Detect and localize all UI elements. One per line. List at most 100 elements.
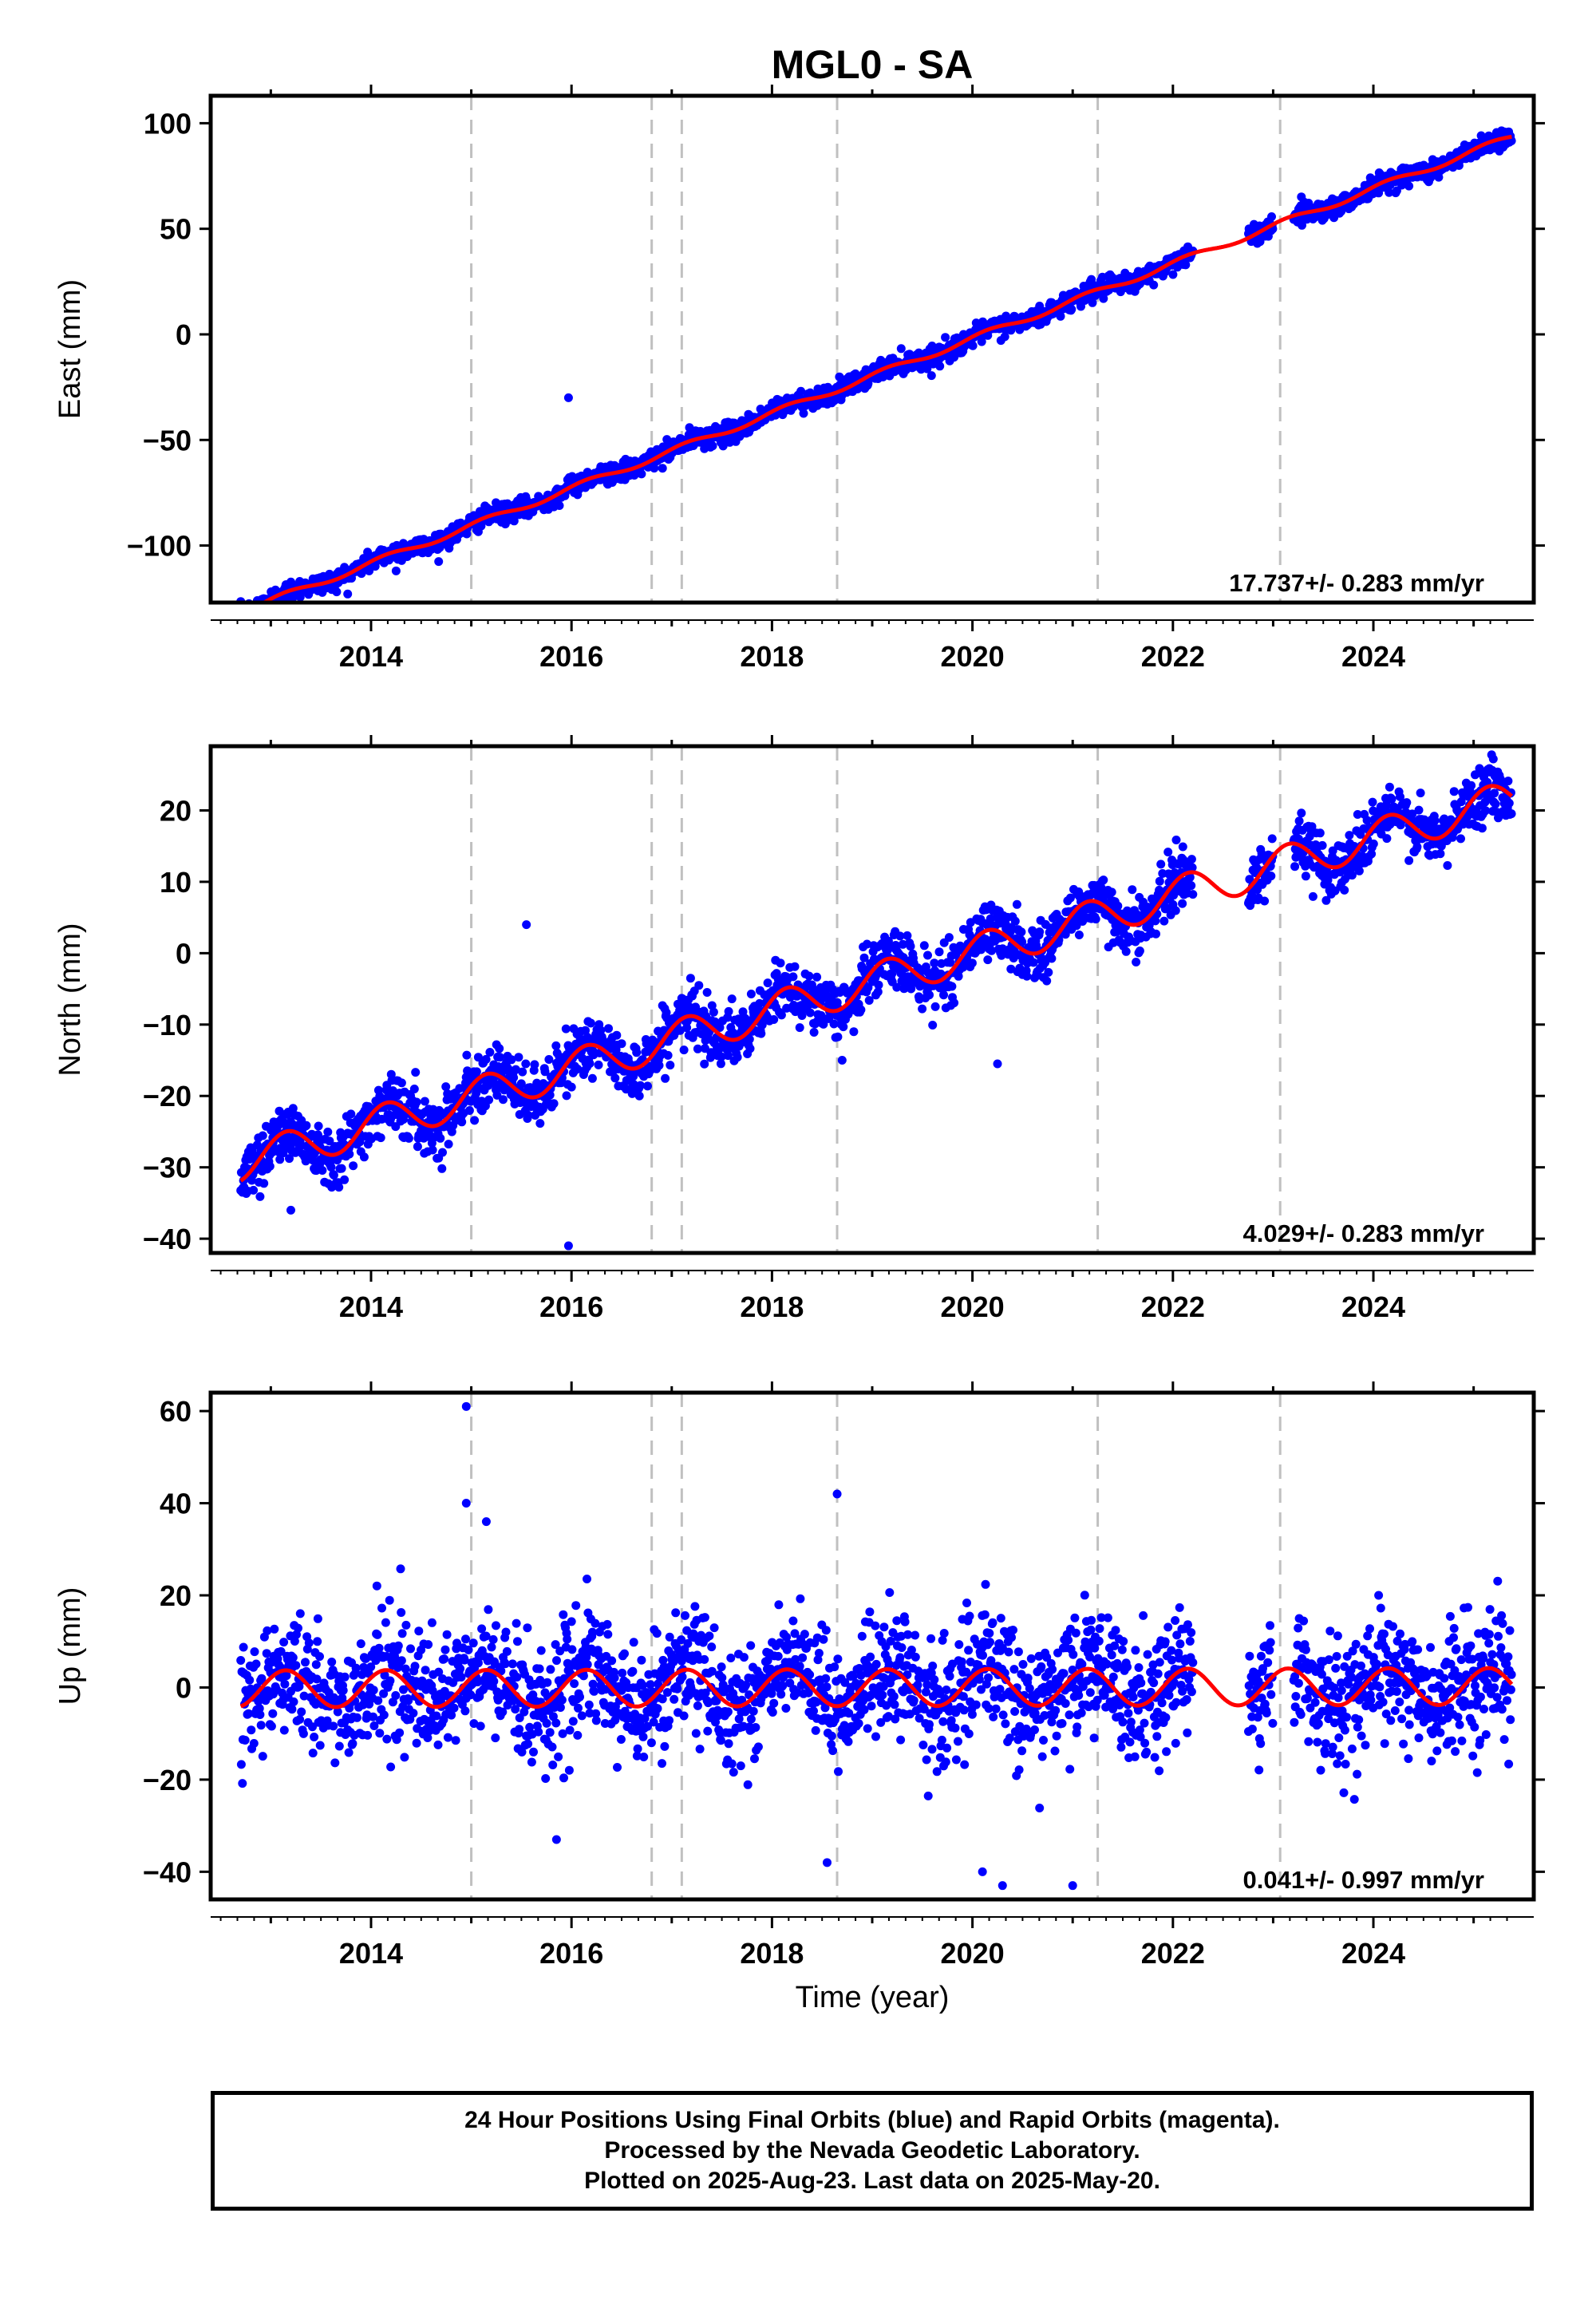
x-tick-label: 2016	[539, 640, 603, 673]
data-point	[1381, 800, 1391, 810]
data-point	[1132, 958, 1141, 966]
data-point	[1113, 901, 1123, 911]
data-point	[481, 1054, 491, 1064]
data-point	[551, 1041, 561, 1050]
data-point	[251, 1659, 261, 1669]
data-point	[596, 1026, 606, 1035]
data-point	[314, 1121, 323, 1131]
data-point	[610, 1073, 620, 1083]
data-point	[251, 606, 259, 615]
data-point	[1006, 964, 1016, 974]
data-point	[369, 1712, 377, 1721]
x-tick-label: 2020	[941, 640, 1005, 673]
data-point	[411, 1068, 421, 1077]
data-point	[392, 1735, 401, 1745]
data-point	[437, 1110, 446, 1120]
data-point	[617, 1039, 626, 1049]
data-point	[968, 341, 978, 350]
data-point	[351, 1663, 361, 1673]
data-point	[946, 958, 955, 967]
data-point	[1507, 809, 1516, 819]
data-point	[934, 947, 944, 957]
x-tick-label: 2022	[1141, 1290, 1205, 1323]
data-points-north	[236, 750, 1516, 1251]
data-point	[294, 1682, 304, 1691]
data-point	[313, 1637, 322, 1646]
x-tick-label: 2024	[1341, 1290, 1405, 1323]
data-point	[604, 1024, 613, 1034]
data-point	[1171, 906, 1180, 915]
data-point	[1308, 891, 1317, 901]
data-point	[340, 1175, 350, 1184]
data-point	[1149, 280, 1159, 290]
data-point	[1404, 856, 1414, 865]
data-point	[495, 1044, 504, 1053]
data-point	[1387, 794, 1396, 804]
data-point	[1503, 777, 1513, 786]
data-point	[1436, 849, 1445, 859]
data-point	[380, 1670, 389, 1680]
data-point	[400, 1753, 409, 1762]
data-point	[495, 1053, 504, 1062]
y-tick-label: 0	[176, 937, 192, 970]
data-point	[723, 1051, 733, 1061]
data-point	[788, 972, 798, 982]
data-point	[1267, 212, 1276, 221]
data-point	[666, 1061, 675, 1070]
data-point	[412, 1738, 421, 1748]
data-point	[1467, 781, 1476, 790]
y-tick-label: −10	[143, 1009, 192, 1041]
data-point	[1382, 834, 1392, 844]
data-point	[1099, 875, 1108, 885]
data-point	[1044, 967, 1053, 977]
data-point	[757, 1029, 766, 1038]
data-point	[285, 1154, 294, 1164]
data-point	[654, 1061, 664, 1070]
data-point	[247, 607, 256, 615]
data-point	[1187, 855, 1196, 864]
data-point	[918, 1004, 927, 1014]
data-point	[239, 609, 247, 618]
data-point	[1017, 937, 1027, 947]
model-line	[260, 134, 1512, 603]
data-point	[812, 972, 822, 982]
y-tick-label: −100	[127, 530, 192, 563]
data-point	[401, 1664, 410, 1674]
data-point	[259, 1179, 269, 1188]
data-point	[1481, 806, 1491, 816]
data-point	[581, 1026, 590, 1035]
data-point	[280, 1679, 290, 1689]
data-point	[457, 1117, 467, 1127]
data-point	[470, 1116, 480, 1125]
data-point	[462, 1050, 472, 1060]
data-point	[413, 1142, 422, 1152]
data-point	[424, 1640, 433, 1650]
data-point	[967, 958, 977, 968]
data-point	[427, 1618, 437, 1627]
data-point	[437, 1164, 447, 1173]
data-point	[511, 1065, 520, 1074]
data-point	[717, 1052, 726, 1061]
data-point	[1345, 831, 1354, 840]
data-point	[381, 1618, 390, 1627]
data-point	[1171, 836, 1181, 844]
data-point	[249, 1185, 259, 1195]
data-point	[409, 1085, 419, 1093]
data-point	[930, 1002, 940, 1011]
data-point	[1374, 188, 1384, 198]
data-point	[239, 1642, 248, 1652]
data-point	[249, 1739, 259, 1748]
data-point	[573, 1065, 583, 1073]
data-point	[895, 931, 905, 941]
data-point	[724, 1006, 733, 1016]
data-point	[1155, 876, 1164, 886]
data-point	[905, 350, 915, 359]
data-point	[330, 1758, 340, 1768]
data-point	[859, 953, 869, 962]
data-point	[239, 608, 248, 617]
data-point	[397, 1629, 407, 1638]
data-point	[522, 920, 531, 930]
data-point	[1135, 947, 1144, 955]
x-tick-label: 2016	[539, 1290, 603, 1323]
data-point	[291, 1661, 301, 1670]
